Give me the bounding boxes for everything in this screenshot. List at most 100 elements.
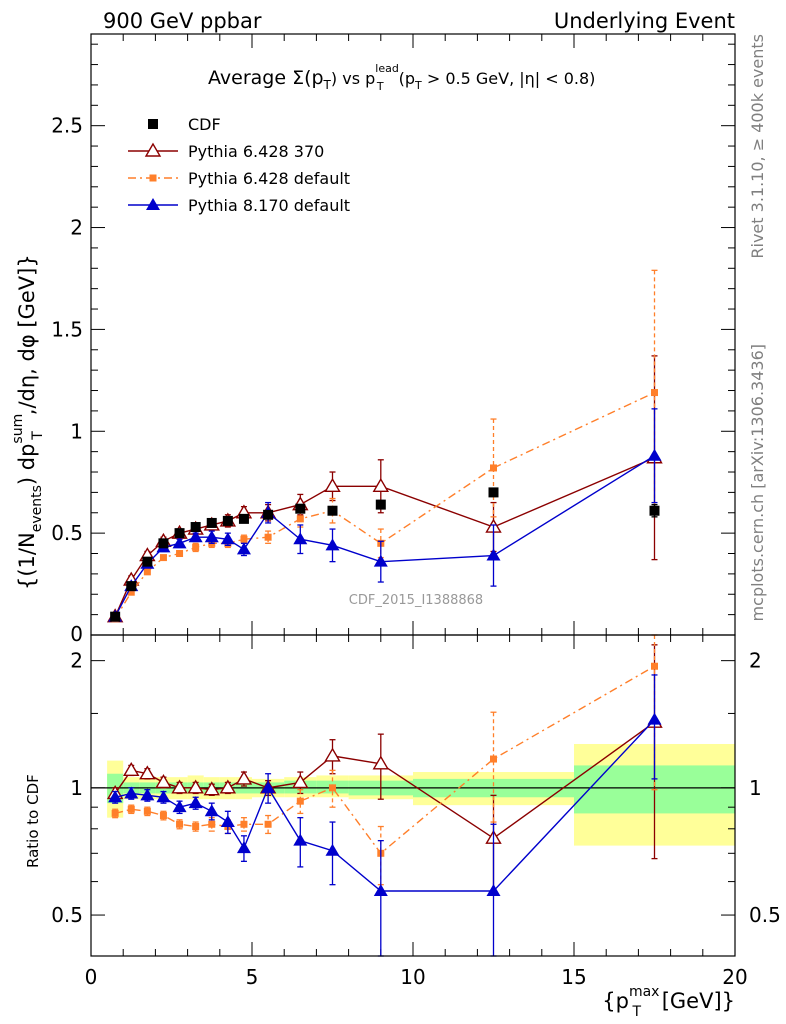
ratio-y-tick-label: 0.5 <box>51 903 83 927</box>
main-point-pythia-8-170-default <box>486 548 501 561</box>
main-point-pythia-6-428-370 <box>372 477 390 492</box>
ratio-axis-ticks: 0.5 0.51 12 20 5 10 15 20 <box>51 635 781 989</box>
ratio-point-pythia-6-428-370 <box>235 770 253 785</box>
main-point-pythia-8-170-default <box>236 542 251 555</box>
main-point-pythia-6-428-default <box>143 568 151 576</box>
ratio-point-pythia-8-170-default <box>373 884 388 897</box>
main-point-pythia-6-428-default <box>264 533 272 541</box>
main-point-pythia-8-170-default <box>188 530 203 543</box>
main-y-tick-label: 1 <box>70 419 83 443</box>
header-energy-label: 900 GeV ppbar <box>103 9 262 33</box>
x-axis-label: {pmax T [GeV]} <box>602 984 735 1020</box>
main-point-pythia-6-428-default <box>192 543 200 551</box>
ratio-point-pythia-6-428-default <box>111 809 119 817</box>
ratio-uncertainty-bands <box>91 743 735 846</box>
main-point-pythia-6-428-370 <box>324 477 341 492</box>
ratio-point-pythia-6-428-370 <box>324 747 341 762</box>
ratio-point-pythia-8-170-default <box>325 843 340 856</box>
x-tick-label: 5 <box>246 965 259 989</box>
legend-marker-pythia-6-428-default <box>149 174 157 182</box>
main-point-pythia-8-170-default <box>220 532 235 545</box>
ratio-point-pythia-6-428-default <box>127 805 135 813</box>
ratio-point-pythia-8-170-default <box>204 804 219 817</box>
ratio-y-axis-label: Ratio to CDF <box>24 774 42 868</box>
side-rivet-label: Rivet 3.1.10, ≥ 400k events <box>748 34 767 259</box>
ratio-y-tick-label-right: 1 <box>749 776 762 800</box>
main-plot-series <box>106 269 663 623</box>
ratio-point-pythia-6-428-370 <box>292 774 309 789</box>
ratio-plot-frame <box>90 634 736 957</box>
ratio-point-pythia-6-428-370 <box>372 755 390 770</box>
main-y-axis-label: {(1/Nevents) dpsum T,/dη, dφ [GeV]} <box>10 254 46 590</box>
main-point-cdf <box>222 515 233 526</box>
main-y-tick-label: 2.5 <box>51 114 83 138</box>
ratio-point-pythia-6-428-370 <box>171 779 188 794</box>
main-axis-ticks: 0.5 1 1.5 2 2.5 0 <box>51 34 736 646</box>
main-point-cdf <box>375 499 386 510</box>
ratio-point-pythia-8-170-default <box>108 790 123 803</box>
main-point-pythia-6-428-default <box>296 515 304 523</box>
ratio-point-pythia-6-428-370 <box>155 774 172 789</box>
main-point-cdf <box>206 517 217 528</box>
ratio-y-tick-label-right: 2 <box>749 649 762 673</box>
legend-label-cdf: CDF <box>188 115 221 134</box>
legend-label-pythia-8-170-default: Pythia 8.170 default <box>188 196 350 215</box>
ratio-point-pythia-8-170-default <box>156 790 171 803</box>
ratio-point-pythia-6-428-370 <box>123 761 140 777</box>
ratio-point-pythia-6-428-default <box>240 820 248 828</box>
main-point-pythia-8-170-default <box>172 536 187 549</box>
ratio-point-pythia-6-428-default <box>192 823 200 831</box>
main-point-pythia-8-170-default <box>293 532 308 545</box>
main-point-pythia-6-428-default <box>490 464 497 472</box>
ratio-point-pythia-8-170-default <box>188 796 203 809</box>
ratio-point-pythia-8-170-default <box>486 884 501 897</box>
x-tick-label: 15 <box>561 965 586 989</box>
ratio-point-pythia-8-170-default <box>172 800 187 813</box>
legend-marker-pythia-6-428-370 <box>144 142 162 157</box>
ratio-point-pythia-6-428-default <box>208 820 216 828</box>
ratio-point-pythia-6-428-default <box>329 784 336 792</box>
main-point-pythia-6-428-default <box>651 389 658 397</box>
legend-label-pythia-6-428-370: Pythia 6.428 370 <box>188 142 324 161</box>
main-point-pythia-8-170-default <box>325 538 340 551</box>
side-mcplots-label: mcplots.cern.ch [arXiv:1306.3436] <box>748 344 767 621</box>
ratio-point-pythia-6-428-default <box>143 807 151 815</box>
header-analysis-label: Underlying Event <box>554 9 735 33</box>
main-point-pythia-6-428-default <box>240 535 248 543</box>
ratio-point-pythia-6-428-370 <box>203 781 220 796</box>
main-y-tick-label: 0.5 <box>51 521 83 545</box>
ratio-y-tick-label: 2 <box>70 649 83 673</box>
analysis-watermark: CDF_2015_I1388868 <box>349 593 483 608</box>
main-point-cdf <box>174 528 185 539</box>
main-point-cdf <box>126 581 137 592</box>
ratio-point-pythia-6-428-default <box>176 820 184 828</box>
main-point-pythia-6-428-default <box>159 554 167 562</box>
x-tick-label: 0 <box>85 965 98 989</box>
main-point-cdf <box>142 556 153 567</box>
ratio-point-pythia-6-428-370 <box>139 765 156 780</box>
ratio-point-pythia-6-428-370 <box>187 779 204 794</box>
main-point-cdf <box>327 505 338 516</box>
main-point-cdf <box>649 505 660 516</box>
main-point-cdf <box>190 522 201 533</box>
x-tick-label: 10 <box>400 965 425 989</box>
ratio-point-pythia-6-428-default <box>651 662 658 670</box>
ratio-point-pythia-8-170-default <box>124 786 139 799</box>
ratio-point-pythia-6-428-default <box>159 812 167 820</box>
ratio-point-pythia-6-428-default <box>490 755 497 763</box>
ratio-point-pythia-6-428-default <box>296 797 304 805</box>
ratio-point-pythia-8-170-default <box>261 780 276 793</box>
legend-label-pythia-6-428-default: Pythia 6.428 default <box>188 169 350 188</box>
main-point-cdf <box>238 513 249 524</box>
legend: CDF Pythia 6.428 370 Pythia 6.428 default P… <box>128 115 350 215</box>
ratio-y-tick-label-right: 0.5 <box>749 903 781 927</box>
main-point-cdf <box>110 611 121 622</box>
ratio-line-pythia-6-428-default <box>114 665 655 855</box>
main-point-pythia-6-428-default <box>176 550 184 558</box>
legend-marker-cdf <box>148 119 158 129</box>
main-y-tick-label: 1.5 <box>51 317 83 341</box>
ratio-point-pythia-8-170-default <box>293 833 308 846</box>
main-point-cdf <box>158 538 169 549</box>
main-y-tick-label: 2 <box>70 216 83 240</box>
